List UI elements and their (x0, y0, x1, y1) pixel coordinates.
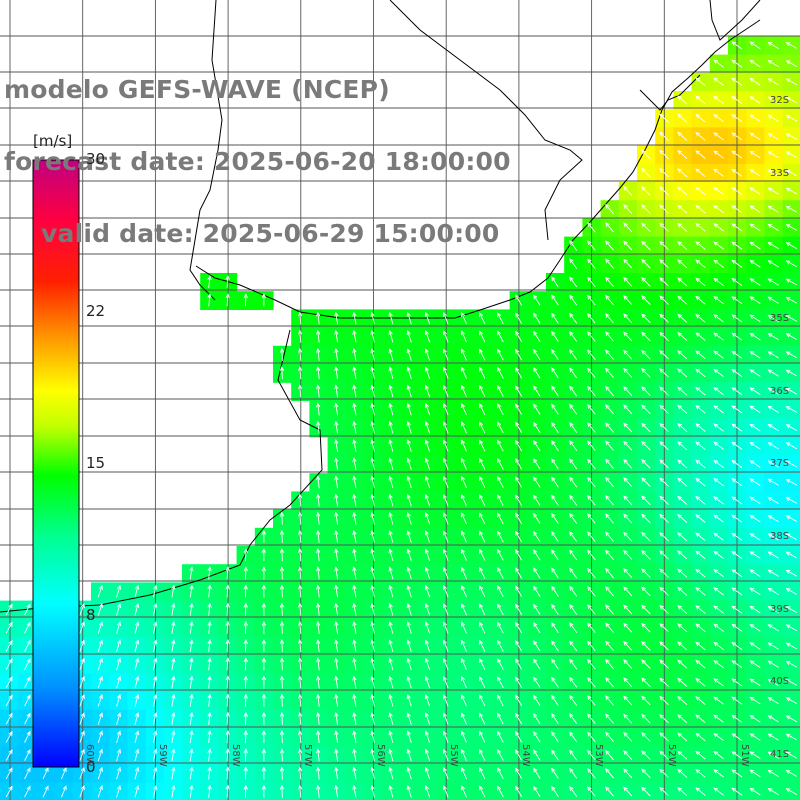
title-block: modelo GEFS-WAVE (NCEP) forecast date: 2… (4, 30, 511, 270)
lon-label-60w: 60W (84, 744, 95, 767)
lat-label-33s: 33S (770, 168, 790, 179)
colorbar-tick-0: 0 (86, 758, 96, 776)
lat-label-41s: 41S (770, 749, 790, 760)
lon-label-58w: 58W (230, 744, 241, 767)
lat-label-39s: 39S (770, 604, 790, 615)
lon-label-53w: 53W (593, 744, 604, 767)
lon-label-59w: 59W (157, 744, 168, 767)
colorbar-tick-22: 22 (86, 302, 106, 320)
wind-arrows (5, 41, 798, 798)
lon-label-57w: 57W (302, 744, 313, 767)
colorbar (32, 159, 80, 768)
lon-label-56w: 56W (375, 744, 386, 767)
lat-label-35s: 35S (770, 313, 790, 324)
lat-label-36s: 36S (770, 386, 790, 397)
colorbar-unit: [m/s] (33, 132, 73, 150)
lat-label-38s: 38S (770, 531, 790, 542)
forecast-date: forecast date: 2025-06-20 18:00:00 (4, 147, 511, 176)
lon-label-52w: 52W (666, 744, 677, 767)
valid-date: valid date: 2025-06-29 15:00:00 (41, 219, 500, 248)
lat-label-37s: 37S (770, 458, 790, 469)
lat-label-40s: 40S (770, 676, 790, 687)
lon-label-55w: 55W (448, 744, 459, 767)
lat-label-32s: 32S (770, 95, 790, 106)
colorbar-tick-8: 8 (86, 606, 96, 624)
model-title: modelo GEFS-WAVE (NCEP) (4, 75, 390, 104)
lon-label-51w: 51W (739, 744, 750, 767)
colorbar-tick-30: 30 (86, 150, 106, 168)
colorbar-tick-15: 15 (86, 454, 106, 472)
lon-label-54w: 54W (520, 744, 531, 767)
coastline (0, 0, 761, 613)
